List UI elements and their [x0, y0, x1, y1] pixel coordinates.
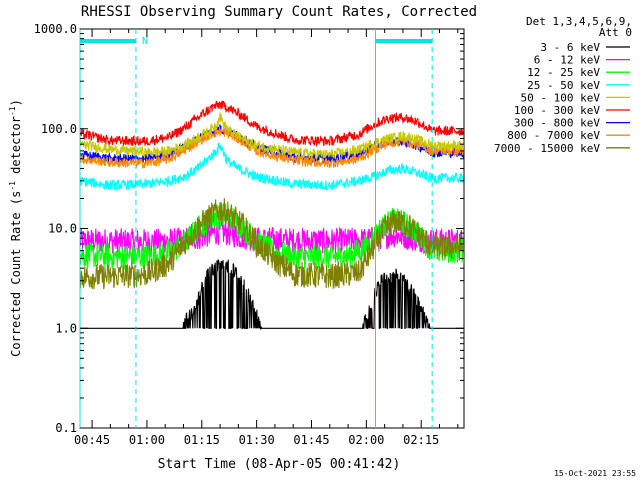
- y-tick-label: 0.1: [55, 421, 77, 435]
- series-line-50-100-kev: [79, 112, 465, 161]
- plot-area: N: [79, 28, 465, 429]
- timestamp: 15-Oct-2021 23:55: [554, 469, 636, 478]
- x-tick-label: 02:00: [348, 433, 384, 447]
- y-axis: 0.1 1.0 10.0 100.0 1000.0: [34, 22, 464, 435]
- y-axis-label-sup1: -1: [8, 181, 17, 191]
- series-layer: [79, 100, 465, 331]
- legend-header-line-2: Att 0: [599, 26, 632, 39]
- x-tick-label: 01:45: [293, 433, 329, 447]
- x-tick-label: 00:45: [74, 433, 110, 447]
- legend-label: 300 - 800 keV: [514, 117, 600, 130]
- markers-layer: N: [79, 29, 433, 428]
- x-tick-label: 01:15: [184, 433, 220, 447]
- x-tick-label: 01:00: [129, 433, 165, 447]
- series-line-25-50-kev: [79, 142, 465, 191]
- legend-label: 25 - 50 keV: [527, 79, 600, 92]
- night-bar: [375, 39, 433, 43]
- y-tick-label: 1000.0: [34, 22, 77, 36]
- series-line-100-300-kev: [79, 100, 464, 148]
- legend-label: 3 - 6 keV: [540, 41, 600, 54]
- night-label: N: [142, 36, 148, 47]
- y-tick-label: 1.0: [55, 321, 77, 335]
- legend-header-line-1: Det 1,3,4,5,6,9,: [526, 15, 632, 28]
- x-tick-label: 01:30: [239, 433, 275, 447]
- series-line-3-6-kev: [80, 258, 464, 331]
- x-axis: 00:45 01:00 01:15 01:30 01:45 02:00 02:15: [74, 29, 459, 447]
- y-tick-label: 100.0: [41, 122, 77, 136]
- y-axis-label-end: ): [9, 99, 23, 106]
- series-line-6-12-kev: [79, 219, 465, 255]
- legend-label: 100 - 300 keV: [514, 104, 600, 117]
- y-axis-label-mid: detector: [9, 116, 23, 181]
- x-axis-label: Start Time (08-Apr-05 00:41:42): [158, 457, 401, 472]
- legend-label: 6 - 12 keV: [534, 54, 601, 67]
- y-tick-label: 10.0: [48, 222, 77, 236]
- y-axis-label-sup2: -1: [8, 106, 17, 116]
- legend-label: 50 - 100 keV: [521, 91, 601, 104]
- y-axis-label-main: Corrected Count Rate (s: [9, 191, 23, 357]
- legend-label: 800 - 7000 keV: [507, 129, 600, 142]
- series-line-7000-15000-kev: [79, 198, 465, 290]
- legend-label: 12 - 25 keV: [527, 66, 600, 79]
- chart-title: RHESSI Observing Summary Count Rates, Co…: [81, 4, 477, 20]
- legend-label: 7000 - 15000 keV: [494, 142, 600, 155]
- y-axis-label: Corrected Count Rate (s-1 detector-1): [8, 99, 23, 357]
- night-bar: [80, 39, 136, 43]
- x-tick-label: 02:15: [403, 433, 439, 447]
